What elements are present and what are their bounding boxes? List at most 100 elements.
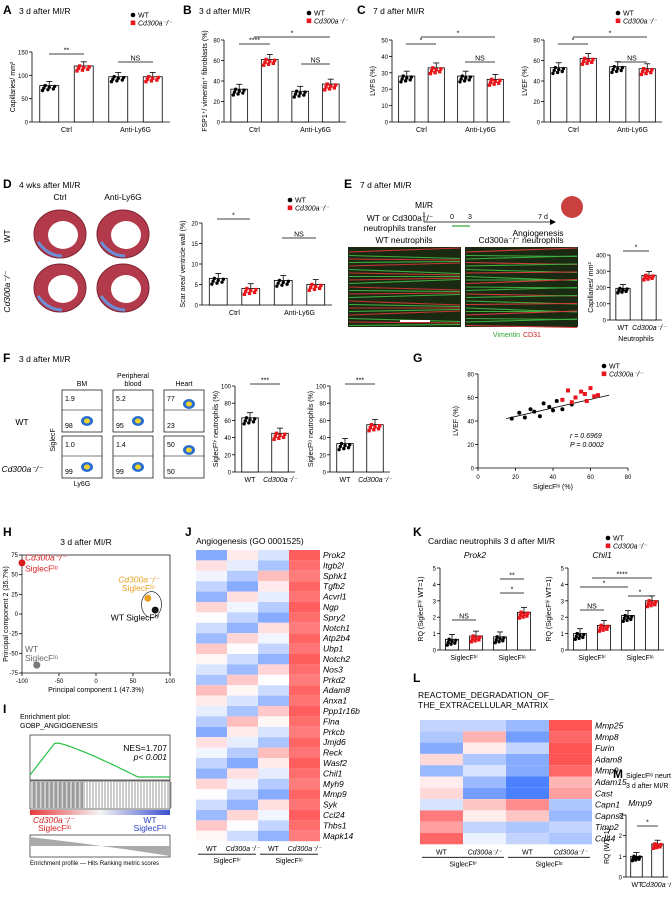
panel-k-chil1-point xyxy=(581,635,585,640)
panel-i-p: p< 0.001 xyxy=(133,752,168,762)
heatmap-cell xyxy=(289,768,320,779)
panel-a-cmp1-sig: ** xyxy=(64,48,70,55)
panel-h-x-label: Principal component 1 (47.3%) xyxy=(48,687,144,694)
panel-d-point xyxy=(215,281,219,285)
heatmap-cell xyxy=(289,612,320,623)
gene-label: Anxa1 xyxy=(322,696,347,706)
panel-m-tick-label: 1 xyxy=(619,855,623,861)
gene-label: Mmp9 xyxy=(323,789,347,799)
heatmap-cell xyxy=(289,737,320,748)
panel-b-point xyxy=(327,87,332,91)
heatmap-cell xyxy=(289,685,320,696)
fiber-stroke xyxy=(348,308,461,313)
heatmap-cell xyxy=(506,810,549,822)
gene-label: Adam8 xyxy=(594,754,622,764)
panel-c-lvef-tick-label: 80 xyxy=(533,39,540,45)
panel-f-hi-x-wt: WT xyxy=(245,477,257,484)
panel-c-lvfs-point xyxy=(490,77,494,82)
panel-a-point xyxy=(80,68,85,72)
panel-j-x-label: WT xyxy=(268,846,280,853)
gene-label: Syk xyxy=(323,800,338,810)
panel-g-p: P = 0.0002 xyxy=(570,442,604,449)
panel-a-y-label: Capillaries/ mm² xyxy=(10,61,17,112)
panel-letter: E xyxy=(344,177,352,191)
panel-c-lvfs-point xyxy=(429,69,434,73)
heatmap-cell xyxy=(549,776,592,788)
legend-ko-label: Cd300a⁻/⁻ xyxy=(613,544,648,551)
heatmap-cell xyxy=(196,716,227,727)
heatmap-cell xyxy=(289,789,320,800)
gene-label: Furin xyxy=(595,743,615,753)
heatmap-cell xyxy=(289,591,320,602)
panel-c-lvfs-point xyxy=(459,77,463,81)
panel-c-lvef-point xyxy=(551,71,555,76)
heatmap-cell xyxy=(463,731,506,743)
heatmap-cell xyxy=(463,799,506,811)
panel-k-chil1-point xyxy=(598,626,602,630)
panel-d-point xyxy=(211,279,215,283)
gsea-rank-bar xyxy=(30,810,170,815)
heatmap-cell xyxy=(289,602,320,613)
heatmap-cell xyxy=(196,789,227,800)
panel-c-lvfs-point xyxy=(433,70,437,75)
heatmap-cell xyxy=(258,789,289,800)
heart-lumen xyxy=(48,275,78,303)
panel-g-ytick: 0 xyxy=(471,467,475,473)
heatmap-cell xyxy=(549,787,592,800)
gsea-metric-fill xyxy=(30,837,170,856)
panel-f-hi-cmp-sig: *** xyxy=(261,378,269,385)
heatmap-cell xyxy=(420,776,463,788)
panel-a-title: 3 d after MI/R xyxy=(19,6,71,16)
panel-c-ef-cmp3-sig: NS xyxy=(627,56,637,63)
panel-h-ytick: -75 xyxy=(9,671,18,677)
heatmap-cell xyxy=(549,821,592,833)
panel-a-point xyxy=(43,83,47,88)
panel-e-point xyxy=(618,286,622,291)
panel-d-point xyxy=(210,282,214,286)
gene-label: Capn1 xyxy=(595,800,620,810)
panel-i-title1: Enrichment plot: xyxy=(20,714,71,721)
heatmap-cell xyxy=(258,570,289,582)
heatmap-cell xyxy=(289,560,320,571)
panel-k-prok2-tick-label: 4 xyxy=(433,583,437,589)
panel-a-group-label: Ctrl xyxy=(61,127,72,134)
panel-k-prok2-point xyxy=(453,641,457,645)
heatmap-cell xyxy=(549,720,592,732)
panel-h-point xyxy=(33,661,41,669)
heatmap-cell xyxy=(227,591,258,602)
panel-b-point xyxy=(271,61,276,66)
panel-i-lab-cd: Cd300a⁻/⁻ xyxy=(33,815,76,825)
heatmap-cell xyxy=(227,726,258,738)
panel-e-point xyxy=(625,287,629,291)
panel-l-x-label: WT xyxy=(522,849,534,856)
panel-letter: G xyxy=(413,351,422,365)
heatmap-cell xyxy=(227,778,258,790)
legend-wt-marker xyxy=(287,197,293,203)
panel-f-col-label: Peripheral xyxy=(117,373,149,380)
heatmap-cell xyxy=(227,560,258,571)
panel-h-xtick: 100 xyxy=(165,679,176,685)
panel-b-point xyxy=(231,93,235,97)
gene-label: Mmp25 xyxy=(595,721,624,731)
panel-b-point xyxy=(323,88,327,92)
panel-k-chil1-point xyxy=(630,614,634,619)
panel-c-lvef-point xyxy=(610,70,614,75)
panel-e-tick-label: 0 xyxy=(603,319,607,325)
scar-region xyxy=(36,295,63,312)
heatmap-cell xyxy=(506,776,549,788)
heatmap-cell xyxy=(258,581,289,592)
heatmap-cell xyxy=(289,820,320,831)
panel-j-title: Angiogenesis (GO 0001525) xyxy=(196,536,304,546)
panel-g-fit-line xyxy=(506,394,610,420)
heatmap-cell xyxy=(506,765,549,777)
fiber-stroke xyxy=(348,278,461,285)
panel-c-lvfs-tick-label: 50 xyxy=(381,39,388,45)
panel-c-lvfs-point xyxy=(487,83,492,87)
panel-e-stain-vimentin: Vimentin xyxy=(493,332,520,339)
heatmap-cell xyxy=(196,612,227,623)
panel-d-point xyxy=(247,291,252,296)
heatmap-cell xyxy=(463,720,506,732)
panel-c-lvef-point xyxy=(581,59,586,64)
heatmap-cell xyxy=(227,602,258,613)
panel-k-chil1-point xyxy=(601,628,605,632)
